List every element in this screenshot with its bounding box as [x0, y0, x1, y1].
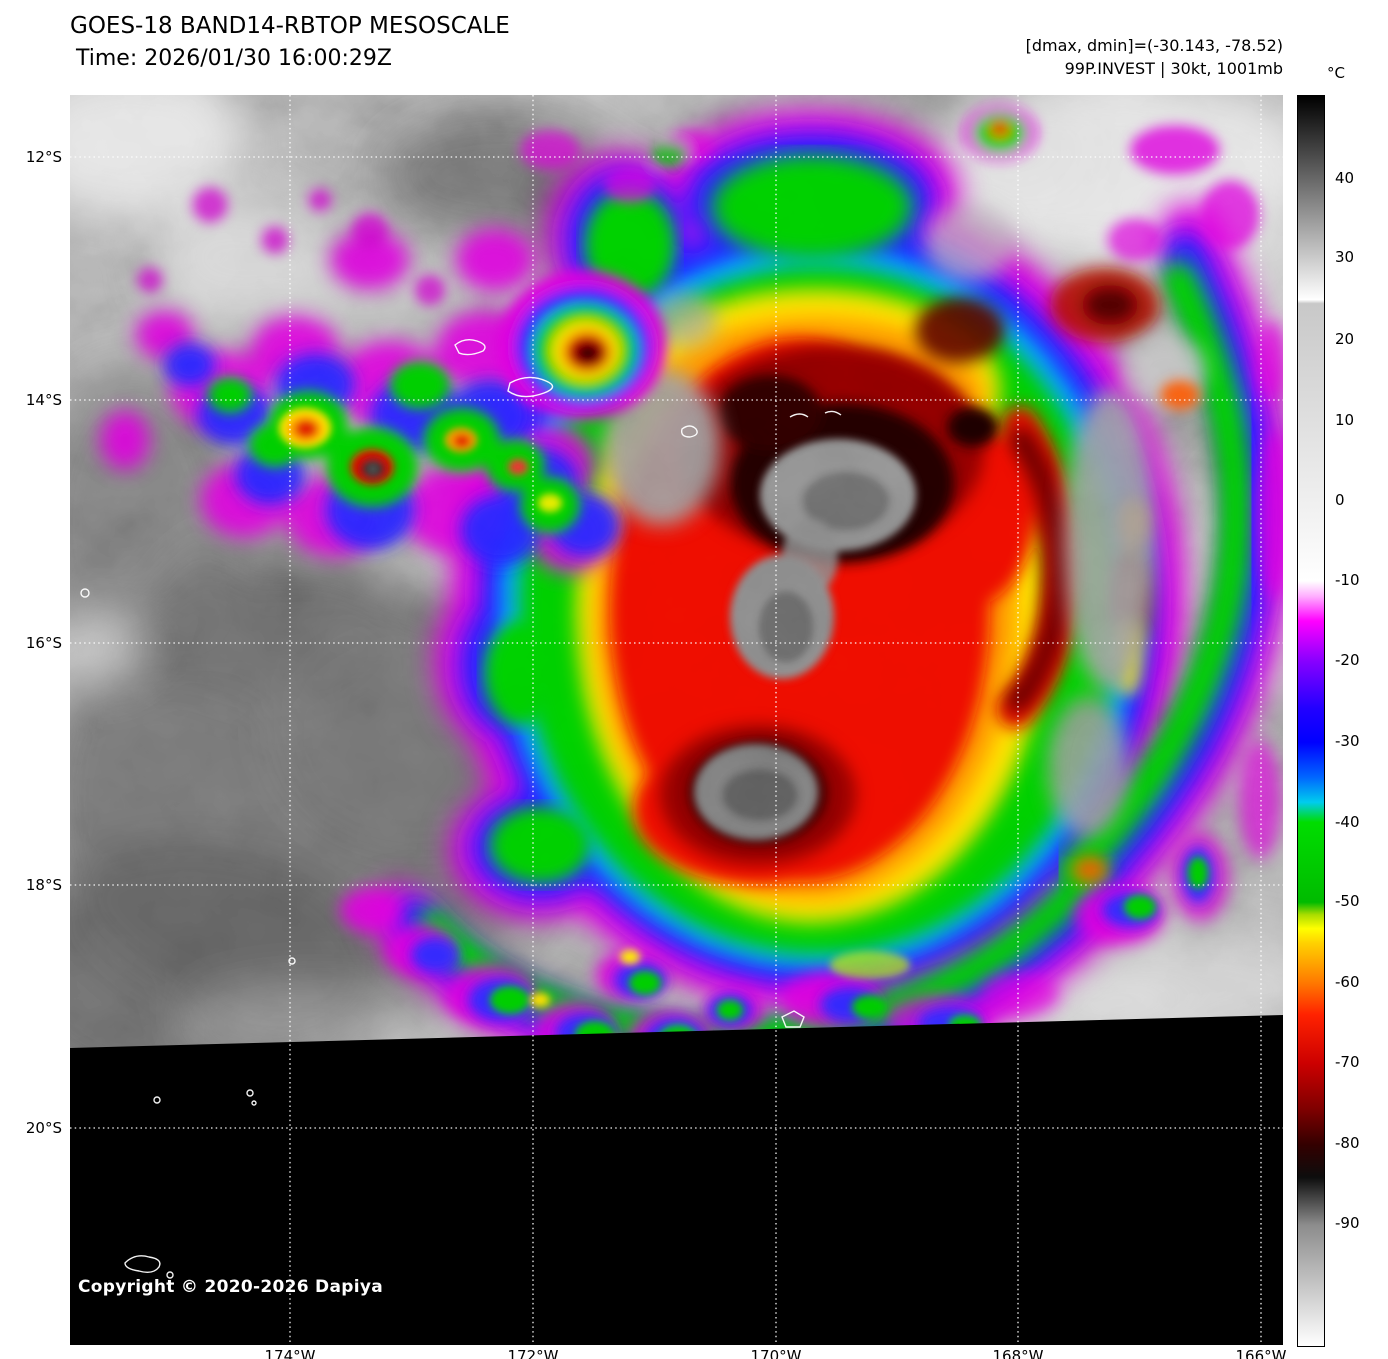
satellite-image-panel: Copyright © 2020-2026 Dapiya — [70, 95, 1283, 1345]
colorbar-tick-label: -30 — [1335, 732, 1360, 750]
colorbar-tick-label: -20 — [1335, 651, 1360, 669]
coastlines — [80, 338, 842, 1279]
lon-tick-label: 172°W — [507, 1347, 559, 1359]
storm-info-readout: 99P.INVEST | 30kt, 1001mb — [1064, 59, 1283, 78]
lat-tick-label: 20°S — [25, 1119, 62, 1137]
lat-tick-label: 14°S — [25, 391, 62, 409]
product-title: GOES-18 BAND14-RBTOP MESOSCALE — [70, 13, 510, 39]
lon-tick-label: 170°W — [750, 1347, 802, 1359]
colorbar-tick-label: -50 — [1335, 892, 1360, 910]
colorbar-unit-label: °C — [1327, 64, 1345, 82]
colorbar-tick-label: 0 — [1335, 491, 1345, 509]
colorbar-tick-label: 40 — [1335, 169, 1355, 187]
colorbar-tick-label: 10 — [1335, 411, 1355, 429]
lat-tick-label: 18°S — [25, 876, 62, 894]
colorbar-tick-label: -80 — [1335, 1134, 1360, 1152]
copyright-watermark: Copyright © 2020-2026 Dapiya — [78, 1277, 383, 1297]
product-timestamp: Time: 2026/01/30 16:00:29Z — [76, 46, 392, 71]
colorbar-tick-label: 30 — [1335, 248, 1355, 266]
lat-tick-label: 12°S — [25, 148, 62, 166]
lon-tick-label: 166°W — [1235, 1347, 1287, 1359]
lat-tick-label: 16°S — [25, 634, 62, 652]
dmax-dmin-readout: [dmax, dmin]=(-30.143, -78.52) — [1025, 36, 1283, 55]
lon-tick-label: 168°W — [992, 1347, 1044, 1359]
colorbar-tick-label: -40 — [1335, 813, 1360, 831]
colorbar-tick-label: -90 — [1335, 1214, 1360, 1232]
lon-tick-label: 174°W — [264, 1347, 316, 1359]
colorbar-tick-label: -60 — [1335, 973, 1360, 991]
no-data-region — [70, 1015, 1283, 1345]
temperature-colorbar — [1297, 95, 1325, 1347]
satellite-map-svg — [70, 95, 1283, 1345]
colorbar-tick-label: -10 — [1335, 571, 1360, 589]
colorbar-tick-label: -70 — [1335, 1053, 1360, 1071]
colorbar-tick-label: 20 — [1335, 330, 1355, 348]
gridlines — [70, 95, 1283, 1345]
